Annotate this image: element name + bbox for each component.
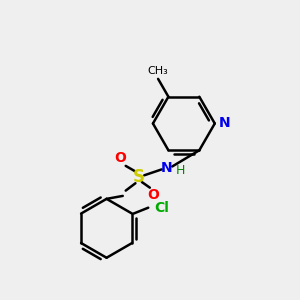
Text: Cl: Cl	[154, 201, 169, 215]
Text: O: O	[148, 188, 160, 202]
Text: N: N	[218, 116, 230, 130]
Text: O: O	[115, 151, 126, 165]
Text: CH₃: CH₃	[148, 66, 169, 76]
Text: N: N	[161, 161, 173, 175]
Text: S: S	[133, 168, 145, 186]
Text: H: H	[176, 164, 185, 177]
